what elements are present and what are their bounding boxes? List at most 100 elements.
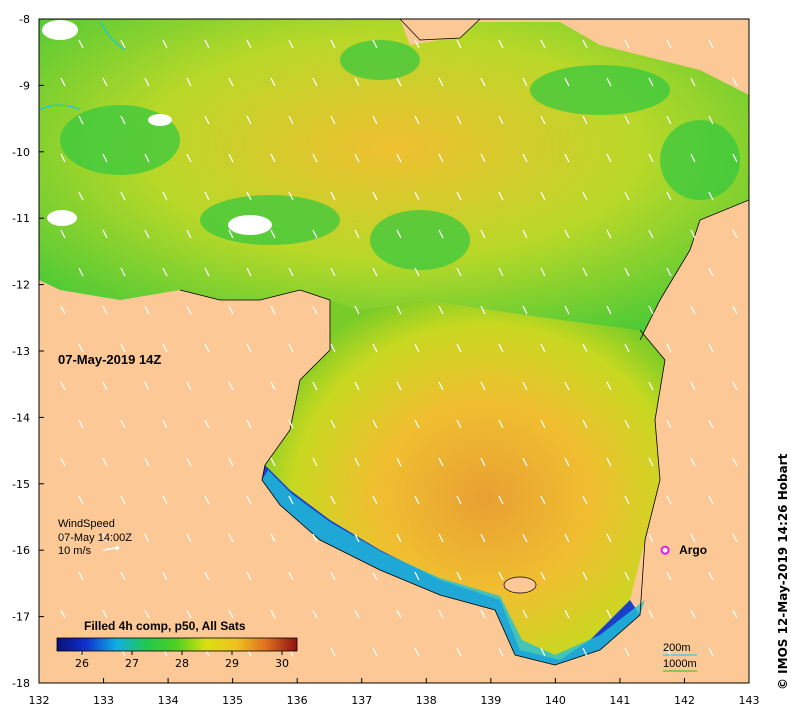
wind-arrow: [606, 609, 612, 619]
wind-arrow: [582, 495, 588, 505]
wind-arrow: [78, 115, 84, 125]
wind-arrow: [648, 457, 654, 467]
wind-arrow: [648, 153, 654, 163]
lon-tick-label: 138: [416, 694, 437, 707]
lat-tick-label: -14: [12, 411, 30, 424]
wind-arrow: [648, 381, 654, 391]
wind-arrow: [330, 115, 336, 125]
wind-arrow: [624, 267, 630, 277]
wind-arrow: [228, 457, 234, 467]
wind-arrow: [312, 609, 318, 619]
contour-1000-label: 1000m: [663, 658, 697, 670]
wind-arrow: [456, 191, 462, 201]
wind-arrow: [270, 609, 276, 619]
wind-arrow: [330, 343, 336, 353]
wind-arrow: [456, 343, 462, 353]
wind-arrow: [666, 191, 672, 201]
wind-arrow: [396, 305, 402, 315]
wind-arrow: [666, 495, 672, 505]
lon-tick-label: 136: [287, 694, 308, 707]
wind-arrow: [540, 115, 546, 125]
wind-arrow: [624, 39, 630, 49]
wind-arrow: [270, 457, 276, 467]
wind-arrow: [648, 305, 654, 315]
wind-arrow: [186, 609, 192, 619]
wind-arrow: [648, 609, 654, 619]
wind-arrow: [228, 153, 234, 163]
wind-arrow: [708, 115, 714, 125]
wind-arrow: [438, 381, 444, 391]
wind-arrow: [162, 343, 168, 353]
wind-arrow: [288, 267, 294, 277]
wind-arrow: [228, 609, 234, 619]
wind-arrow: [120, 419, 126, 429]
credit-text: © IMOS 12-May-2019 14:26 Hobart: [776, 453, 790, 690]
wind-arrow: [606, 457, 612, 467]
wind-arrow: [540, 343, 546, 353]
green-patches: [60, 40, 740, 270]
wind-arrow: [751, 648, 755, 656]
wind-arrow: [162, 571, 168, 581]
wind-arrow: [666, 343, 672, 353]
contour-line: [99, 21, 126, 51]
wind-arrow: [751, 420, 755, 428]
lon-tick-label: 133: [93, 694, 114, 707]
lon-tick-label: 141: [609, 694, 630, 707]
lon-tick-labels: 132 133 134 135 136 137 138 139 140 141 142 143: [29, 678, 760, 707]
wind-arrow: [372, 343, 378, 353]
wind-arrow: [480, 153, 486, 163]
wind-arrow: [78, 495, 84, 505]
wind-arrow: [438, 77, 444, 87]
wind-arrow: [624, 343, 630, 353]
wind-arrow: [372, 571, 378, 581]
wind-arrow: [162, 191, 168, 201]
wind-arrow: [288, 571, 294, 581]
wind-arrow: [60, 533, 66, 543]
colorbar-tick-label: 30: [275, 657, 289, 670]
wind-arrow: [354, 457, 360, 467]
wind-scale-arrow-icon: [102, 545, 120, 551]
wind-arrow: [522, 77, 528, 87]
lat-tick-label: -18: [12, 677, 30, 690]
wind-arrow: [498, 115, 504, 125]
wind-arrow: [60, 153, 66, 163]
wind-arrow: [648, 533, 654, 543]
wind-arrow: [270, 153, 276, 163]
wind-arrow: [582, 419, 588, 429]
wind-arrow: [498, 647, 504, 657]
wind-arrow: [246, 39, 252, 49]
wind-arrow: [498, 267, 504, 277]
wind-arrow: [480, 229, 486, 239]
wind-arrow: [498, 571, 504, 581]
lat-tick-label: -17: [12, 611, 30, 624]
wind-arrow: [228, 77, 234, 87]
wind-arrow: [582, 115, 588, 125]
wind-arrow: [708, 267, 714, 277]
wind-arrow: [144, 77, 150, 87]
lat-tick-label: -16: [12, 544, 30, 557]
wind-arrow: [288, 495, 294, 505]
wind-arrow: [564, 305, 570, 315]
colorbar-title: Filled 4h comp, p50, All Sats: [84, 619, 246, 633]
wind-arrow: [582, 647, 588, 657]
wind-arrow: [330, 495, 336, 505]
wind-arrow: [186, 381, 192, 391]
wind-arrow: [414, 343, 420, 353]
lon-tick-label: 134: [158, 694, 179, 707]
wind-arrow: [78, 571, 84, 581]
lat-tick-label: -8: [19, 13, 30, 26]
colorbar-tick-label: 26: [75, 657, 89, 670]
argo-float-marker[interactable]: [660, 545, 670, 555]
wind-arrow: [456, 495, 462, 505]
wind-arrow: [204, 191, 210, 201]
wind-arrow: [522, 609, 528, 619]
wind-arrow: [204, 267, 210, 277]
wind-arrow: [690, 229, 696, 239]
wind-arrow: [78, 39, 84, 49]
wind-arrow: [648, 77, 654, 87]
wind-arrow: [60, 305, 66, 315]
contour-200-label: 200m: [663, 642, 691, 654]
wind-arrow: [708, 343, 714, 353]
colorbar-tick-label: 29: [225, 657, 239, 670]
wind-arrow: [456, 115, 462, 125]
